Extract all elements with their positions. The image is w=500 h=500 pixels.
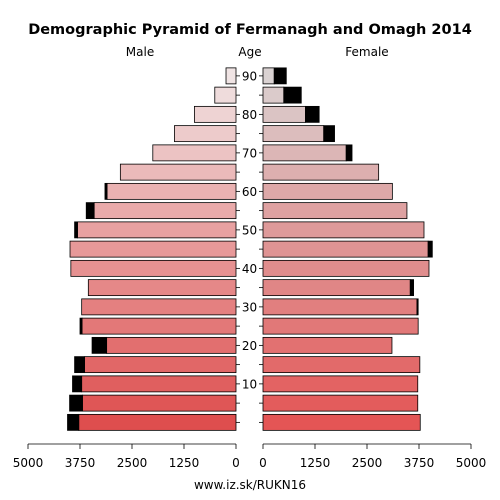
age-tick-label: 90 [242,69,257,83]
male-bar-20-24 [106,336,237,354]
male-bar-45-49 [69,240,237,258]
male-bar-10-14 [81,375,237,393]
age-tick-label: 80 [242,108,257,122]
female-excess-30-34 [416,298,419,316]
male-bar-35-39 [87,279,237,297]
source-footer: www.iz.sk/RUKN16 [194,478,306,492]
female-bar-60-64 [262,182,393,200]
female-bar-65-69 [262,163,380,181]
female-bar-5-9 [262,394,419,412]
male-excess-25-29 [79,317,83,335]
male-bar-75-79 [174,125,237,143]
age-tick-label: 20 [242,339,257,353]
female-excess-35-39 [409,279,414,297]
female-bar-85-89 [262,86,285,104]
age-tick-label: 40 [242,262,257,276]
female-x-tick-label: 5000 [456,456,487,470]
bars-layer [67,67,433,431]
female-bar-30-34 [262,298,418,316]
male-bar-5-9 [82,394,237,412]
male-bar-30-34 [81,298,237,316]
male-bar-80-84 [193,105,237,123]
female-excess-75-79 [323,125,335,143]
male-x-tick-label: 0 [232,456,240,470]
age-tick-label: 70 [242,146,257,160]
male-excess-5-9 [69,394,83,412]
female-bar-55-59 [262,202,408,220]
male-bar-90+ [225,67,237,85]
female-excess-45-49 [427,240,433,258]
age-tick-label: 10 [242,377,257,391]
male-excess-55-59 [85,202,95,220]
male-excess-15-19 [74,356,85,374]
male-x-tick-label: 2500 [117,456,148,470]
male-bar-65-69 [119,163,237,181]
male-bar-0-4 [78,413,237,431]
chart-title: Demographic Pyramid of Fermanagh and Oma… [28,22,472,38]
female-bar-75-79 [262,125,325,143]
male-x-tick-label: 3750 [65,456,96,470]
age-tick-label: 50 [242,223,257,237]
male-label: Male [126,45,154,59]
male-excess-10-14 [72,375,83,393]
male-x-tick-label: 5000 [13,456,44,470]
female-x-tick-label: 2500 [352,456,383,470]
female-bar-10-14 [262,375,419,393]
male-bar-60-64 [106,182,237,200]
male-excess-60-64 [104,182,108,200]
female-excess-90+ [273,67,287,85]
female-bar-40-44 [262,259,430,277]
male-bar-25-29 [81,317,237,335]
age-tick-label: 60 [242,185,257,199]
female-excess-70-74 [345,144,353,162]
axes-layer: 10 20 30 40 50 60 70 80 90 5000 3750 2500 1250 0 0 1250… [13,69,487,470]
female-x-tick-label: 3750 [404,456,435,470]
female-bar-20-24 [262,336,393,354]
male-bar-70-74 [152,144,237,162]
female-bar-45-49 [262,240,429,258]
age-label: Age [238,45,261,59]
female-bar-50-54 [262,221,425,239]
male-excess-50-54 [74,221,78,239]
female-bar-70-74 [262,144,347,162]
female-label: Female [345,45,388,59]
female-bar-15-19 [262,356,421,374]
male-bar-40-44 [70,259,237,277]
male-x-tick-label: 1250 [169,456,200,470]
female-excess-85-89 [283,86,302,104]
female-bar-80-84 [262,105,306,123]
male-bar-15-19 [84,356,237,374]
female-x-tick-label: 0 [259,456,267,470]
female-bar-35-39 [262,279,411,297]
male-bar-85-89 [214,86,237,104]
female-bar-0-4 [262,413,421,431]
female-excess-80-84 [305,105,320,123]
male-excess-20-24 [91,336,108,354]
male-bar-55-59 [93,202,237,220]
female-x-tick-label: 1250 [300,456,331,470]
male-excess-0-4 [67,413,80,431]
female-bar-25-29 [262,317,419,335]
female-bar-90+ [262,67,275,85]
age-tick-label: 30 [242,300,257,314]
male-bar-50-54 [77,221,237,239]
